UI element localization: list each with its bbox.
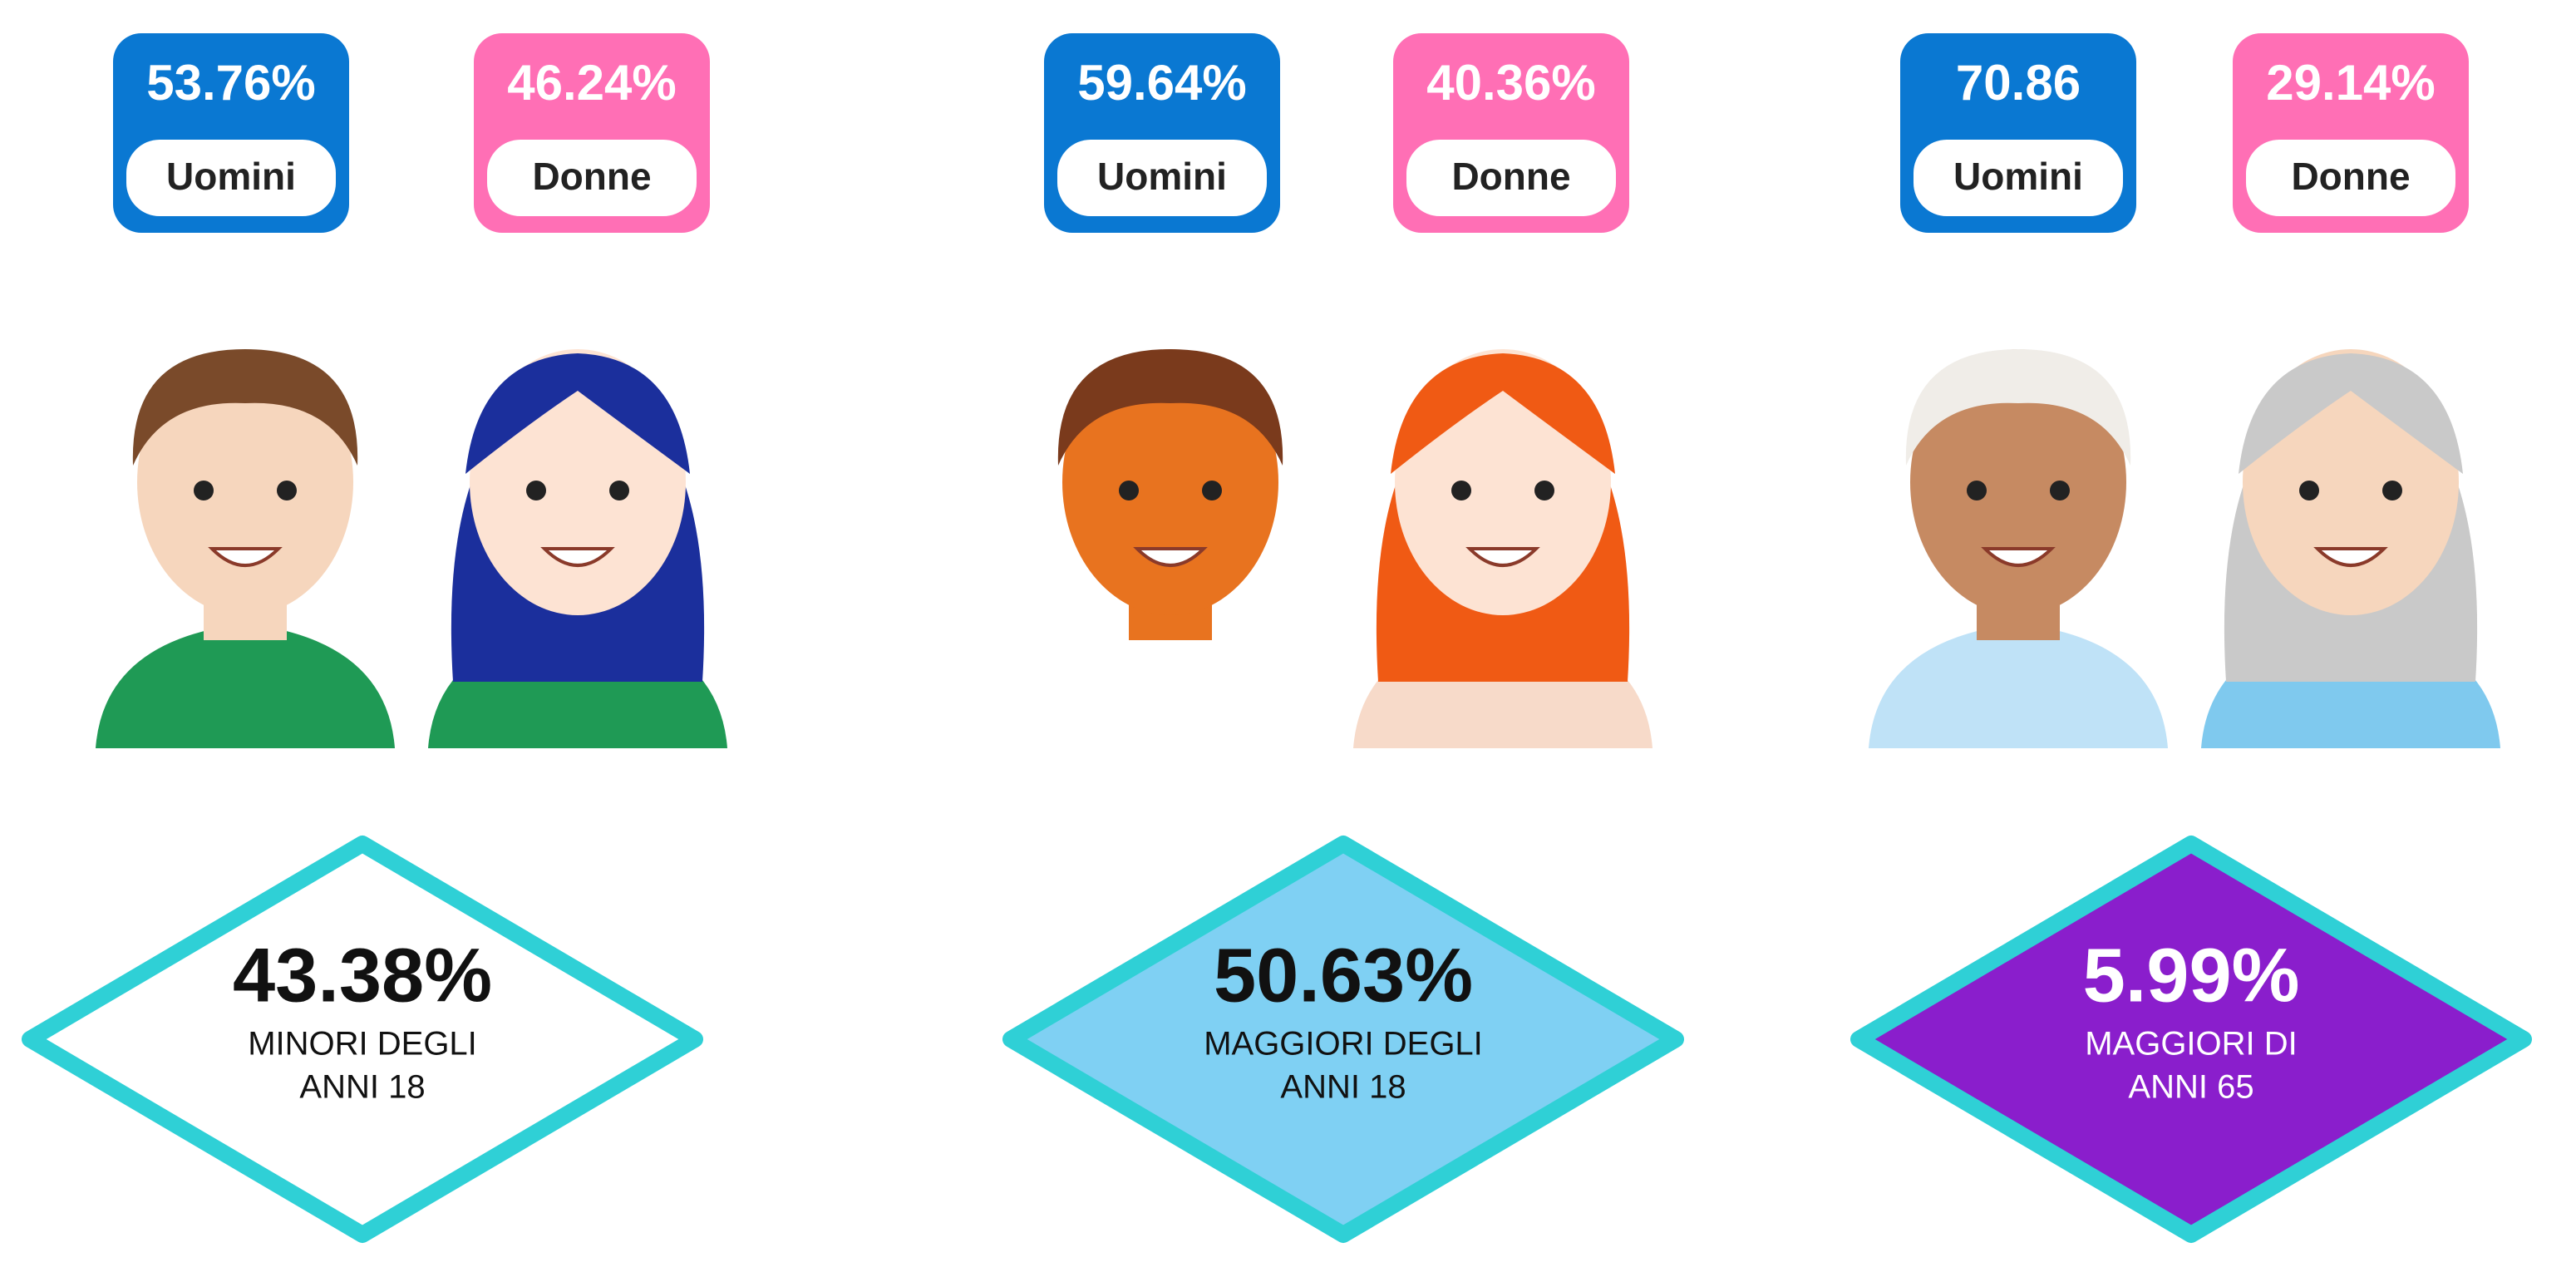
percentage: 59.64% (1077, 55, 1247, 111)
avatar (428, 349, 727, 748)
avatar-mouth (1133, 547, 1208, 567)
percentage: 40.36% (1426, 55, 1596, 111)
avatar-eye (1202, 481, 1222, 500)
percentage: 70.86 (1956, 55, 2081, 111)
avatar-mouth (1981, 547, 2056, 567)
gender-label: Donne (2291, 155, 2410, 198)
avatar-head (1910, 349, 2126, 615)
percentage: 53.76% (146, 55, 316, 111)
total-percentage: 43.38% (233, 933, 492, 1018)
diamond (1850, 836, 2532, 1243)
avatar-hair (132, 349, 358, 466)
description: ANNI 18 (1280, 1069, 1406, 1106)
avatar-hair (1057, 349, 1283, 466)
description: MAGGIORI DEGLI (1204, 1026, 1483, 1063)
avatar-hair (1905, 349, 2131, 466)
avatar-eye (526, 481, 546, 500)
avatar-eye (1451, 481, 1471, 500)
avatar-mouth (1465, 547, 1540, 567)
avatar-eye (2299, 481, 2319, 500)
description: ANNI 65 (2128, 1069, 2253, 1106)
avatar-fringe (2239, 353, 2463, 474)
avatar-body (1869, 624, 2168, 748)
diamond (22, 836, 703, 1243)
avatar-eye (2050, 481, 2070, 500)
avatar-fringe (1391, 353, 1615, 474)
gender-label: Uomini (1953, 155, 2083, 198)
gender-label: Uomini (1097, 155, 1227, 198)
avatar-head (137, 349, 353, 615)
gender-label: Uomini (166, 155, 296, 198)
avatar-mouth (540, 547, 615, 567)
total-percentage: 50.63% (1214, 933, 1473, 1018)
label-pill (1914, 140, 2123, 216)
description: MAGGIORI DI (2085, 1026, 2298, 1063)
avatar-mouth (208, 547, 283, 567)
diamond (1002, 836, 1684, 1243)
men-box: 53.76% Uomini (113, 33, 349, 233)
avatar-mouth (2313, 547, 2388, 567)
avatar-head (1062, 349, 1278, 615)
avatar-eye (609, 481, 629, 500)
avatar-fringe (465, 353, 690, 474)
avatar (2201, 349, 2500, 748)
label-pill (1057, 140, 1267, 216)
women-box: 46.24% Donne (474, 33, 710, 233)
avatar-eye (277, 481, 297, 500)
avatar (96, 349, 395, 748)
gender-label: Donne (1451, 155, 1570, 198)
avatar-eye (194, 481, 214, 500)
avatar-eye (1119, 481, 1139, 500)
description: MINORI DEGLI (248, 1026, 477, 1063)
description: ANNI 18 (299, 1069, 425, 1106)
men-box: 59.64% Uomini (1044, 33, 1280, 233)
avatar-body (96, 624, 395, 748)
label-pill (126, 140, 336, 216)
label-pill (2246, 140, 2455, 216)
avatar (1869, 349, 2168, 748)
avatar-eye (1967, 481, 1987, 500)
avatar-eye (2382, 481, 2402, 500)
age-group: 70.86 Uomini 29.14% Donne 5.99% MAGGIORI DI AN… (1850, 33, 2532, 1243)
avatar (1353, 349, 1652, 748)
label-pill (487, 140, 697, 216)
percentage: 46.24% (507, 55, 677, 111)
gender-label: Donne (532, 155, 651, 198)
age-group: 59.64% Uomini 40.36% Donne 50.63% MAGGIORI DE… (1002, 33, 1684, 1243)
avatar (1057, 349, 1283, 640)
label-pill (1406, 140, 1616, 216)
women-box: 29.14% Donne (2233, 33, 2469, 233)
total-percentage: 5.99% (2083, 933, 2300, 1018)
avatar-eye (1534, 481, 1554, 500)
men-box: 70.86 Uomini (1900, 33, 2136, 233)
percentage: 29.14% (2266, 55, 2436, 111)
age-group: 53.76% Uomini 46.24% Donne 43.38% MINORI DEGL… (22, 33, 727, 1243)
women-box: 40.36% Donne (1393, 33, 1629, 233)
